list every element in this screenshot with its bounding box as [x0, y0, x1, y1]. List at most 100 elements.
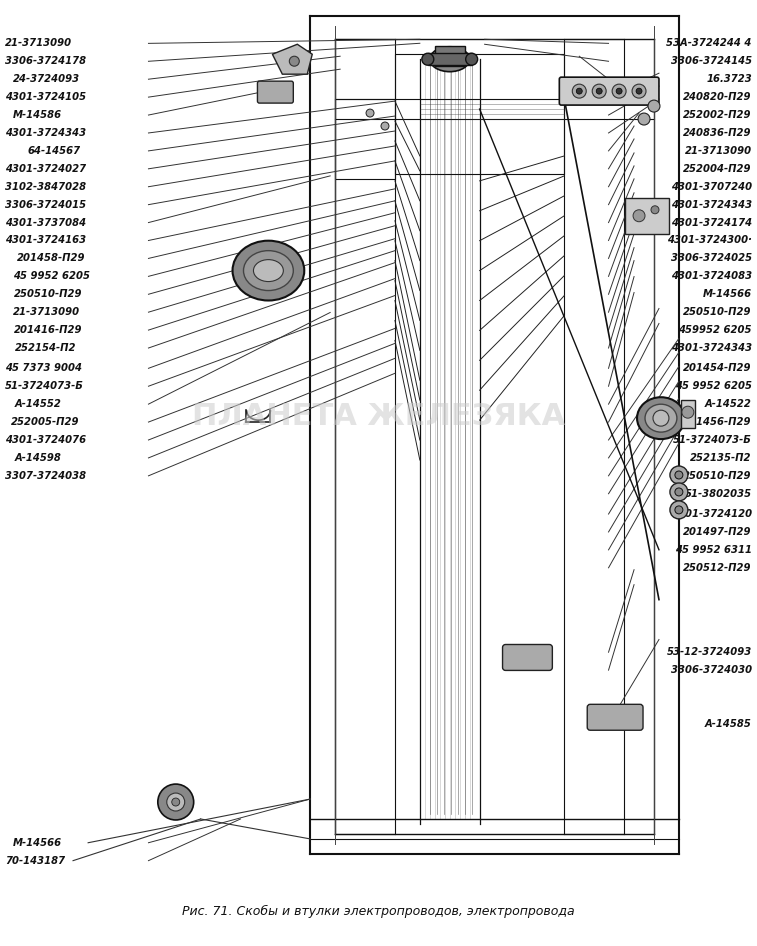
Text: 240820-П29: 240820-П29	[684, 92, 752, 102]
Bar	[435, 46, 465, 66]
Text: 4301-3724343: 4301-3724343	[5, 128, 86, 138]
Bar	[335, 99, 395, 179]
Text: 250512-П29: 250512-П29	[684, 563, 752, 572]
Text: А-14585: А-14585	[705, 719, 752, 729]
Text: 70-143187: 70-143187	[5, 856, 65, 866]
Text: 252135-П2: 252135-П2	[690, 453, 752, 463]
Text: 4301-3724343: 4301-3724343	[671, 343, 752, 353]
Text: М-14586: М-14586	[13, 110, 62, 120]
FancyBboxPatch shape	[587, 705, 643, 730]
Text: 252154-П2: 252154-П2	[15, 343, 76, 353]
Ellipse shape	[645, 404, 677, 432]
Bar	[428, 53, 472, 65]
Text: 4301-3724027: 4301-3724027	[5, 164, 86, 174]
Text: 21-3713090: 21-3713090	[5, 39, 72, 48]
Text: 4301-3737084: 4301-3737084	[5, 218, 86, 228]
Circle shape	[675, 506, 683, 514]
Circle shape	[632, 84, 646, 98]
Text: 3306-3724030: 3306-3724030	[671, 665, 752, 675]
Text: 51-3724073-Б: 51-3724073-Б	[673, 435, 752, 445]
Circle shape	[592, 84, 606, 98]
Ellipse shape	[637, 397, 685, 439]
Text: 201497-П29: 201497-П29	[684, 527, 752, 537]
Text: 201454-П29: 201454-П29	[684, 363, 752, 374]
Text: 252004-П29: 252004-П29	[684, 164, 752, 174]
Circle shape	[651, 206, 659, 214]
Text: 3307-3724038: 3307-3724038	[5, 471, 86, 481]
Text: 252002-П29: 252002-П29	[684, 110, 752, 120]
Circle shape	[289, 56, 299, 66]
Text: 45 9952 6205: 45 9952 6205	[13, 272, 89, 281]
Circle shape	[597, 88, 602, 94]
Text: 45 9952 6311: 45 9952 6311	[674, 545, 752, 555]
FancyBboxPatch shape	[503, 644, 553, 671]
Text: 3306-3724015: 3306-3724015	[5, 200, 86, 210]
Text: 4301-3724163: 4301-3724163	[5, 236, 86, 246]
Ellipse shape	[244, 251, 293, 290]
Text: 4301-3724076: 4301-3724076	[5, 435, 86, 445]
Text: 201458-П29: 201458-П29	[17, 254, 85, 263]
Circle shape	[167, 793, 185, 811]
Text: 250510-П29: 250510-П29	[684, 471, 752, 481]
Text: М-14566: М-14566	[13, 838, 62, 848]
Text: 3306-3724145: 3306-3724145	[671, 56, 752, 66]
Text: 53А-3724244 4: 53А-3724244 4	[666, 39, 752, 48]
Text: 21-3713090: 21-3713090	[685, 146, 752, 156]
Circle shape	[172, 798, 179, 806]
Circle shape	[366, 109, 374, 117]
Text: 250510-П29: 250510-П29	[14, 289, 83, 299]
Text: 45 7373 9004: 45 7373 9004	[5, 363, 83, 374]
Circle shape	[675, 471, 683, 479]
Circle shape	[682, 406, 694, 418]
FancyBboxPatch shape	[559, 78, 659, 105]
Circle shape	[670, 466, 688, 484]
Text: 4301-3707240: 4301-3707240	[671, 182, 752, 192]
Circle shape	[636, 88, 642, 94]
Text: 201416-П29: 201416-П29	[14, 325, 83, 335]
Text: 4301-3724120: 4301-3724120	[671, 509, 752, 519]
Text: 252005-П29: 252005-П29	[11, 417, 79, 427]
Circle shape	[576, 88, 582, 94]
Text: Рис. 71. Скобы и втулки электропроводов, электропровода: Рис. 71. Скобы и втулки электропроводов,…	[182, 905, 575, 919]
Text: 3306-3724178: 3306-3724178	[5, 56, 86, 66]
Circle shape	[616, 88, 622, 94]
Text: М-14566: М-14566	[702, 289, 752, 299]
Text: 4301-3724300·: 4301-3724300·	[667, 236, 752, 246]
Circle shape	[675, 488, 683, 496]
Text: 24-3724093: 24-3724093	[13, 74, 79, 84]
FancyBboxPatch shape	[257, 81, 293, 103]
Bar	[625, 198, 669, 234]
Ellipse shape	[466, 53, 478, 65]
Text: 240836-П29: 240836-П29	[684, 128, 752, 138]
Circle shape	[653, 411, 669, 426]
Text: 4301-3724174: 4301-3724174	[671, 218, 752, 228]
Circle shape	[572, 84, 586, 98]
Text: А-14522: А-14522	[705, 399, 752, 409]
Bar	[395, 54, 564, 174]
Text: 201456-П29: 201456-П29	[684, 417, 752, 427]
Text: 64-14567: 64-14567	[28, 146, 81, 156]
Circle shape	[648, 100, 660, 112]
Text: 51-3724073-Б: 51-3724073-Б	[5, 381, 84, 392]
Circle shape	[633, 210, 645, 221]
Circle shape	[157, 784, 194, 820]
Text: А-14598: А-14598	[14, 453, 61, 463]
Text: 45 9952 6205: 45 9952 6205	[674, 381, 752, 392]
Circle shape	[612, 84, 626, 98]
Ellipse shape	[232, 240, 304, 301]
Text: 3306-3724025: 3306-3724025	[671, 254, 752, 263]
Ellipse shape	[254, 259, 283, 282]
Text: 250510-П29: 250510-П29	[684, 307, 752, 317]
Text: 3102-3847028: 3102-3847028	[5, 182, 86, 192]
Bar	[681, 400, 695, 429]
Circle shape	[381, 122, 389, 130]
Ellipse shape	[422, 53, 434, 65]
Circle shape	[670, 501, 688, 518]
Text: 4301-3724343: 4301-3724343	[671, 200, 752, 210]
Ellipse shape	[430, 46, 469, 72]
Polygon shape	[273, 44, 312, 74]
Text: 4301-3724083: 4301-3724083	[671, 272, 752, 281]
Text: ПЛАНЕТА ЖЕЛЕЗЯКА: ПЛАНЕТА ЖЕЛЕЗЯКА	[192, 402, 565, 431]
Text: 21-3713090: 21-3713090	[13, 307, 79, 317]
Text: 51-3802035: 51-3802035	[685, 489, 752, 499]
